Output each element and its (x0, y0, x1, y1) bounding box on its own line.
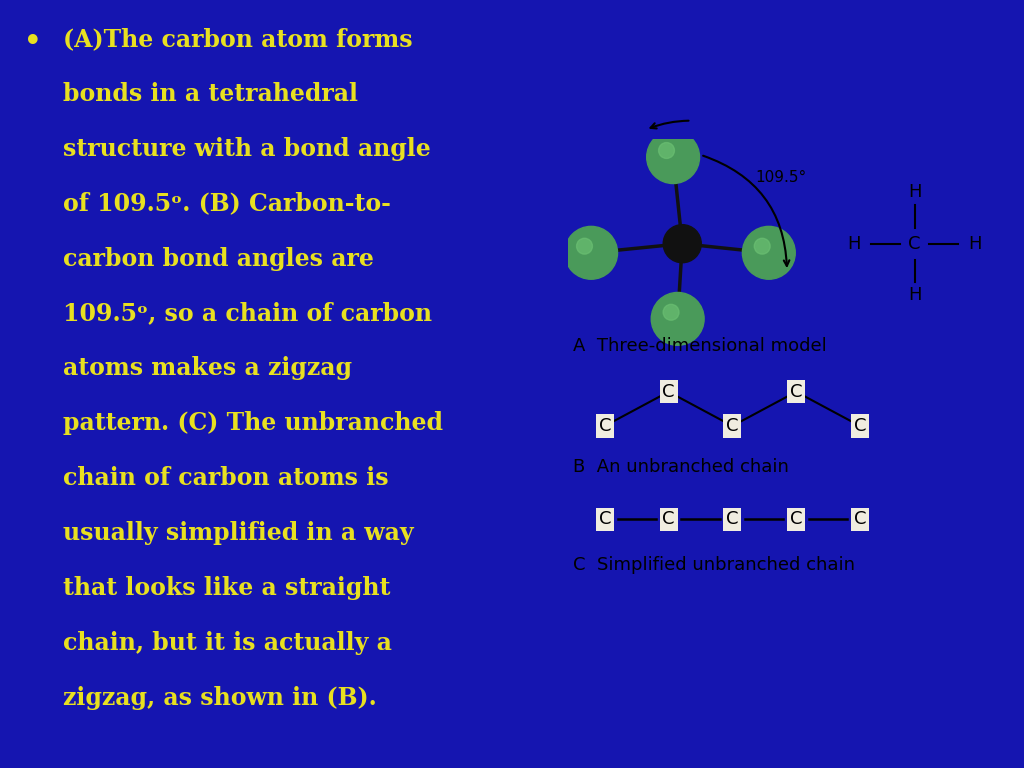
Text: structure with a bond angle: structure with a bond angle (62, 137, 430, 161)
Text: C: C (908, 235, 921, 253)
Text: C: C (663, 511, 675, 528)
Text: bonds in a tetrahedral: bonds in a tetrahedral (62, 82, 357, 106)
Text: •: • (23, 27, 42, 59)
Text: C  Simplified unbranched chain: C Simplified unbranched chain (572, 556, 855, 574)
Text: H: H (969, 235, 982, 253)
Circle shape (564, 227, 617, 280)
Text: H: H (908, 184, 922, 201)
Circle shape (577, 238, 593, 254)
Text: that looks like a straight: that looks like a straight (62, 576, 390, 600)
Text: B  An unbranched chain: B An unbranched chain (572, 458, 788, 476)
Text: H: H (908, 286, 922, 304)
Text: C: C (598, 511, 611, 528)
Text: chain of carbon atoms is: chain of carbon atoms is (62, 466, 388, 490)
Text: A  Three-dimensional model: A Three-dimensional model (572, 337, 826, 355)
Text: C: C (598, 417, 611, 435)
Text: C: C (663, 382, 675, 401)
Circle shape (658, 143, 675, 158)
Text: C: C (726, 417, 738, 435)
Text: pattern. (C) The unbranched: pattern. (C) The unbranched (62, 412, 442, 435)
Text: of 109.5ᵒ. (B) Carbon-to-: of 109.5ᵒ. (B) Carbon-to- (62, 192, 390, 216)
Text: C: C (854, 511, 866, 528)
Text: atoms makes a zigzag: atoms makes a zigzag (62, 356, 351, 380)
Text: zigzag, as shown in (B).: zigzag, as shown in (B). (62, 686, 376, 710)
Text: usually simplified in a way: usually simplified in a way (62, 521, 413, 545)
Text: C: C (790, 511, 803, 528)
Circle shape (647, 131, 699, 184)
Text: 109.5ᵒ, so a chain of carbon: 109.5ᵒ, so a chain of carbon (62, 302, 431, 326)
Circle shape (664, 304, 679, 320)
Text: C: C (726, 511, 738, 528)
Text: (A)The carbon atom forms: (A)The carbon atom forms (62, 27, 412, 51)
Text: C: C (790, 382, 803, 401)
Text: carbon bond angles are: carbon bond angles are (62, 247, 374, 270)
Text: 109.5°: 109.5° (755, 170, 806, 185)
Text: H: H (847, 235, 861, 253)
Bar (568, 594, 1024, 620)
Circle shape (651, 293, 705, 346)
Circle shape (755, 238, 770, 254)
Bar (0, 756, 568, 768)
Text: C: C (854, 417, 866, 435)
Circle shape (742, 227, 796, 280)
Circle shape (664, 225, 701, 263)
Text: chain, but it is actually a: chain, but it is actually a (62, 631, 391, 655)
